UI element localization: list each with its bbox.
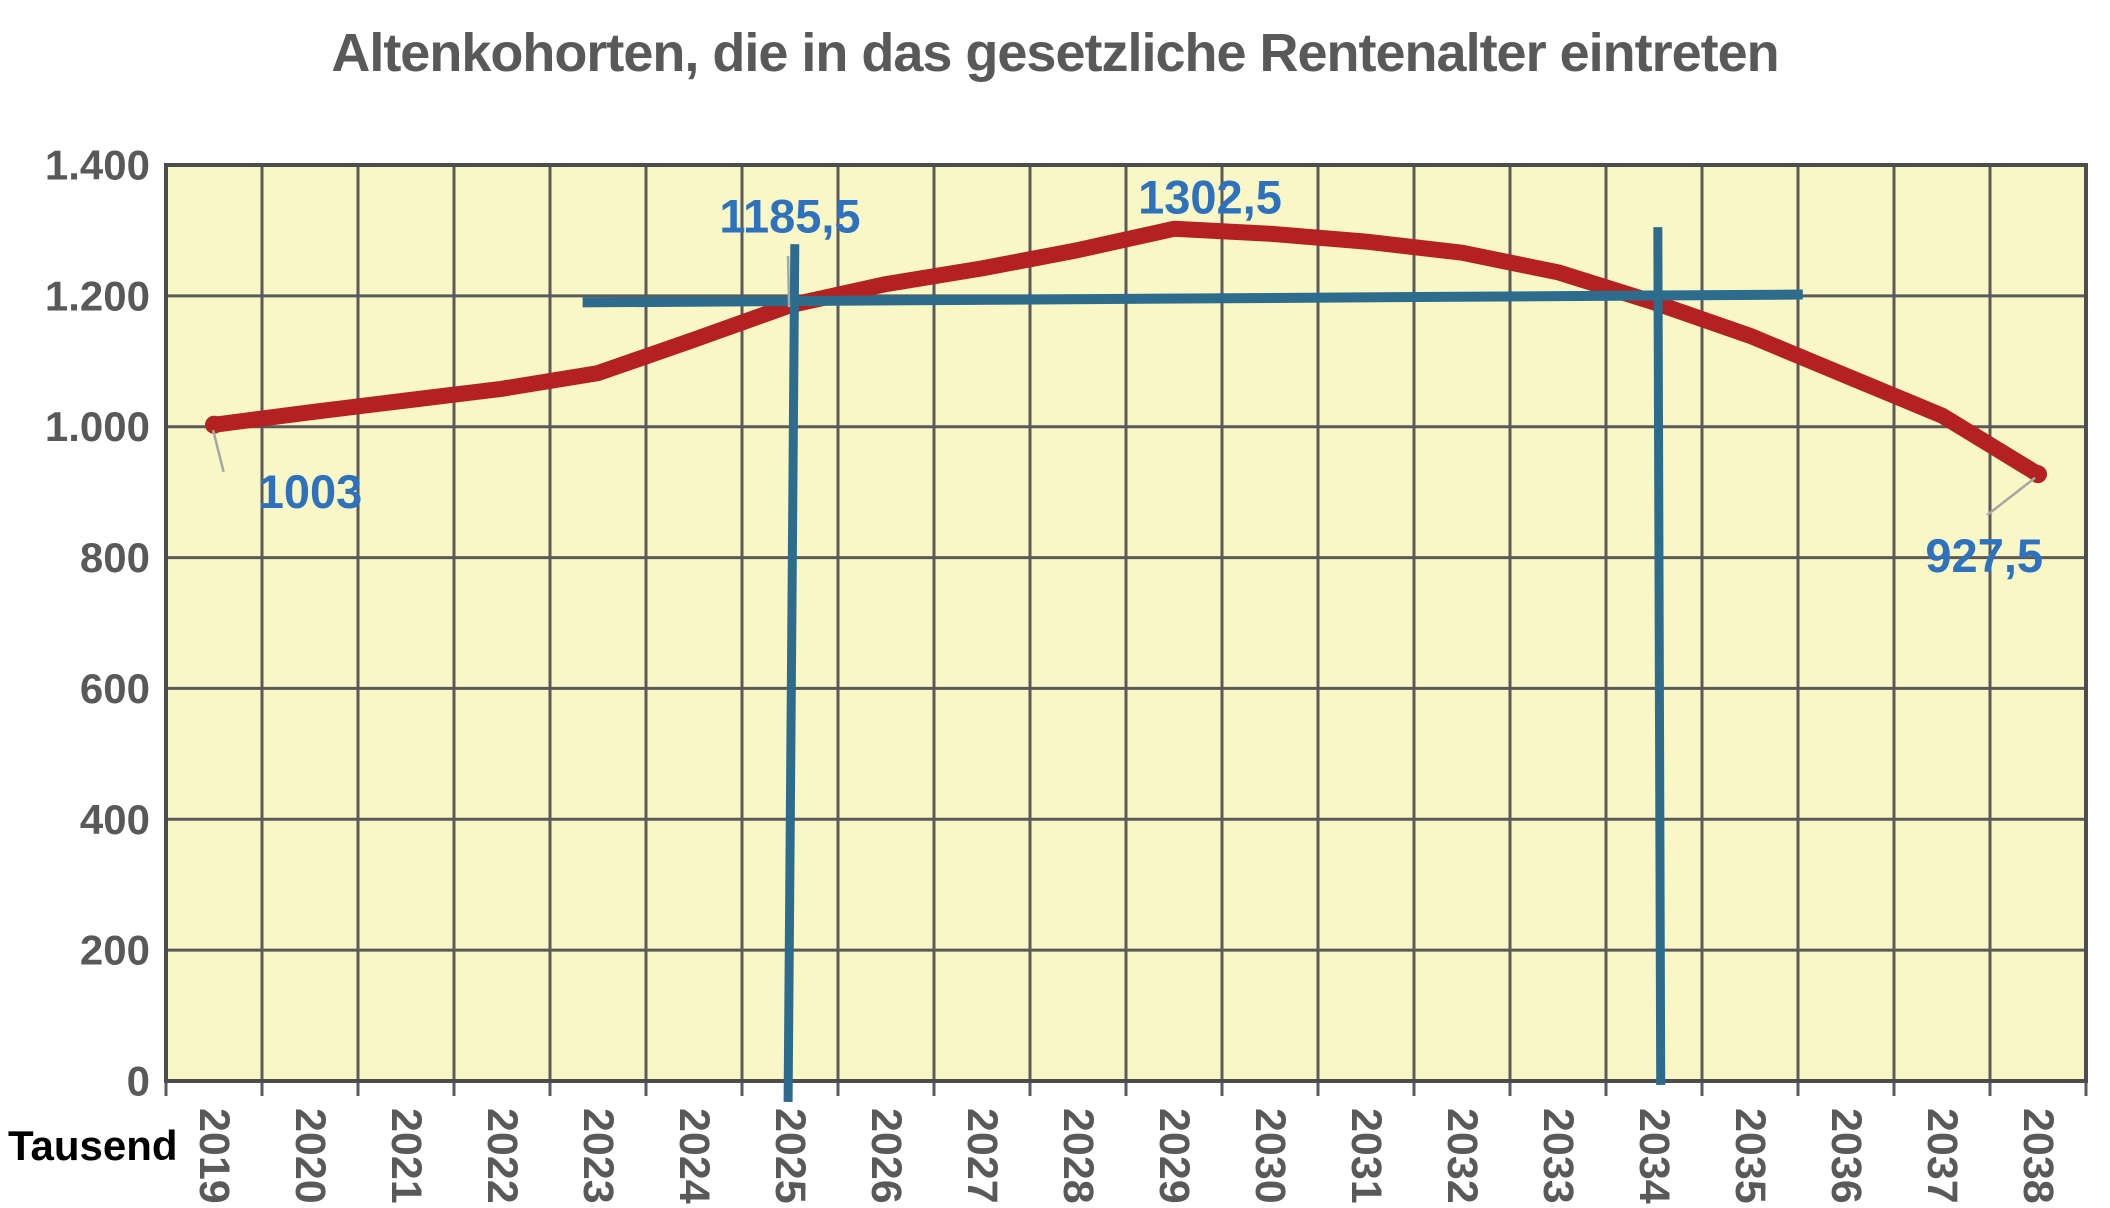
series-line-altenkohorten [206, 220, 2046, 483]
threshold-hline [582, 289, 1803, 308]
data-label: 1302,5 [1138, 171, 1282, 224]
x-tick-label: 2031 [1342, 1108, 1390, 1204]
x-tick-label: 2035 [1726, 1108, 1774, 1204]
vline-2025 [783, 244, 800, 1102]
leader-11855 [786, 255, 791, 308]
x-tick-label: 2027 [958, 1108, 1006, 1204]
leader-9275 [1986, 476, 2036, 517]
data-label: 1003 [258, 465, 363, 518]
x-tick-label: 2025 [766, 1108, 814, 1204]
x-tick-label: 2019 [190, 1108, 238, 1204]
x-tick-label: 2022 [478, 1108, 526, 1204]
x-tick-label: 2026 [862, 1108, 910, 1204]
y-tick-label: 200 [80, 927, 150, 974]
x-tick-label: 2028 [1054, 1108, 1102, 1204]
x-tick-label: 2032 [1438, 1108, 1486, 1204]
x-tick-label: 2023 [574, 1108, 622, 1204]
y-tick-label: 400 [80, 796, 150, 843]
y-axis-unit-label: Tausend [8, 1122, 178, 1169]
chart-title: Altenkohorten, die in das gesetzliche Re… [331, 23, 1779, 83]
x-tick-label: 2034 [1630, 1108, 1678, 1204]
x-tick-label: 2020 [286, 1108, 334, 1204]
data-label: 927,5 [1925, 529, 2043, 582]
x-tick-label: 2021 [382, 1108, 430, 1204]
vline-2034 [1653, 227, 1666, 1085]
y-tick-label: 0 [127, 1058, 150, 1105]
y-tick-label: 800 [80, 534, 150, 581]
plot-border [164, 163, 2088, 1083]
x-tick-label: 2029 [1150, 1108, 1198, 1204]
x-tick-label: 2037 [1918, 1108, 1966, 1204]
data-label: 1185,5 [719, 190, 860, 243]
y-tick-label: 1.000 [45, 403, 150, 450]
y-tick-label: 1.200 [45, 272, 150, 319]
leader-1003 [211, 429, 225, 473]
x-tick-label: 2033 [1534, 1108, 1582, 1204]
series-endpoint-first [205, 415, 223, 434]
x-tick-label: 2030 [1246, 1108, 1294, 1204]
x-tick-label: 2024 [670, 1108, 718, 1204]
y-tick-label: 1.400 [45, 142, 150, 189]
x-tick-label: 2038 [2014, 1108, 2062, 1204]
y-tick-label: 600 [80, 665, 150, 712]
x-tick-label: 2036 [1822, 1108, 1870, 1204]
